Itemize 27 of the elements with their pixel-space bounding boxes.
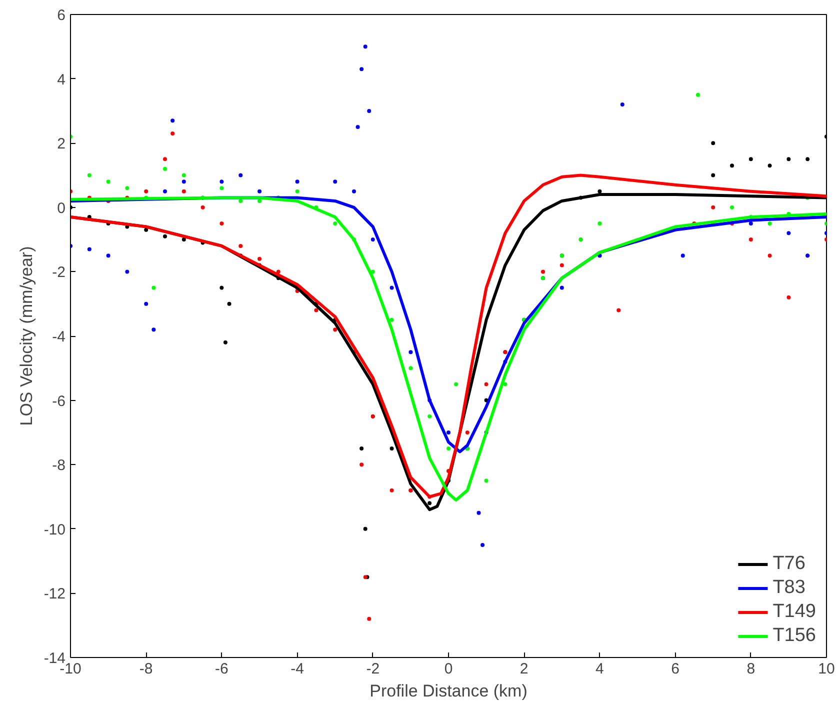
- legend-label: T76: [772, 553, 806, 575]
- y-tick-label: 0: [57, 200, 66, 217]
- y-tick-label: -8: [52, 457, 66, 474]
- y-tick-label: 6: [57, 7, 66, 24]
- y-axis-title: LOS Velocity (mm/year): [16, 246, 36, 426]
- x-tick-label: -4: [290, 660, 304, 678]
- legend-label: T83: [772, 577, 806, 599]
- x-tick-label: -8: [139, 660, 153, 678]
- x-tick-label: -2: [366, 660, 380, 678]
- y-tick-label: -2: [52, 264, 66, 282]
- x-tick-label: 0: [444, 660, 453, 678]
- legend-label: T156: [772, 625, 816, 647]
- y-tick-label: 2: [57, 136, 66, 153]
- x-tick-label: 2: [520, 660, 528, 678]
- y-tick-label: 4: [57, 71, 66, 88]
- x-tick-label: 4: [596, 660, 604, 678]
- x-tick-label: 10: [818, 660, 835, 678]
- x-tick-label: 8: [746, 660, 756, 678]
- y-tick-label: -10: [44, 521, 66, 538]
- y-tick-label: -6: [52, 392, 66, 410]
- y-tick-label: -4: [52, 328, 66, 346]
- x-axis-title: Profile Distance (km): [370, 682, 528, 700]
- x-tick-label: 6: [671, 660, 680, 678]
- x-tick-label: -6: [215, 660, 228, 678]
- y-tick-label: -12: [44, 586, 66, 603]
- y-tick-label: -14: [44, 650, 66, 667]
- legend-label: T149: [772, 601, 816, 623]
